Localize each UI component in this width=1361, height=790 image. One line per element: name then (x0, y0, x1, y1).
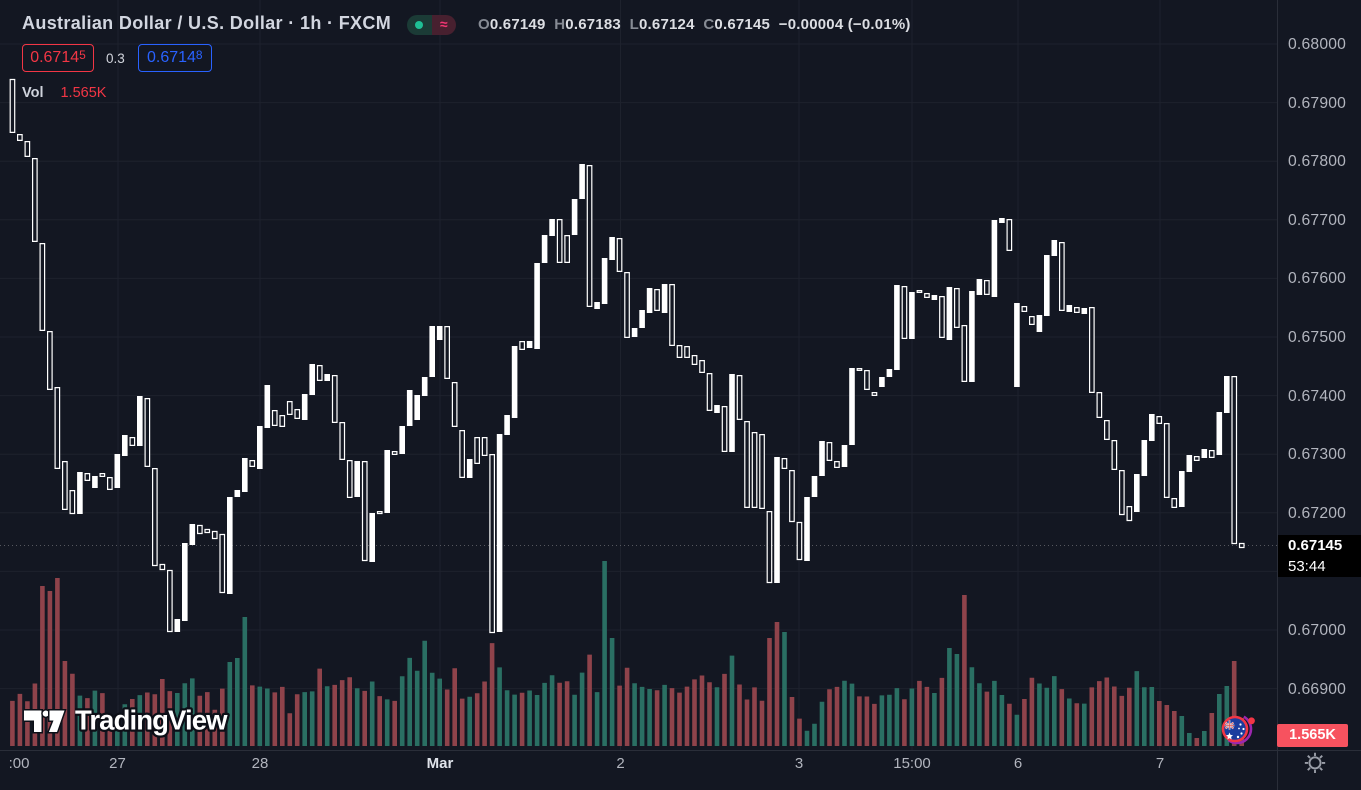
svg-text:TradingView: TradingView (75, 705, 228, 736)
